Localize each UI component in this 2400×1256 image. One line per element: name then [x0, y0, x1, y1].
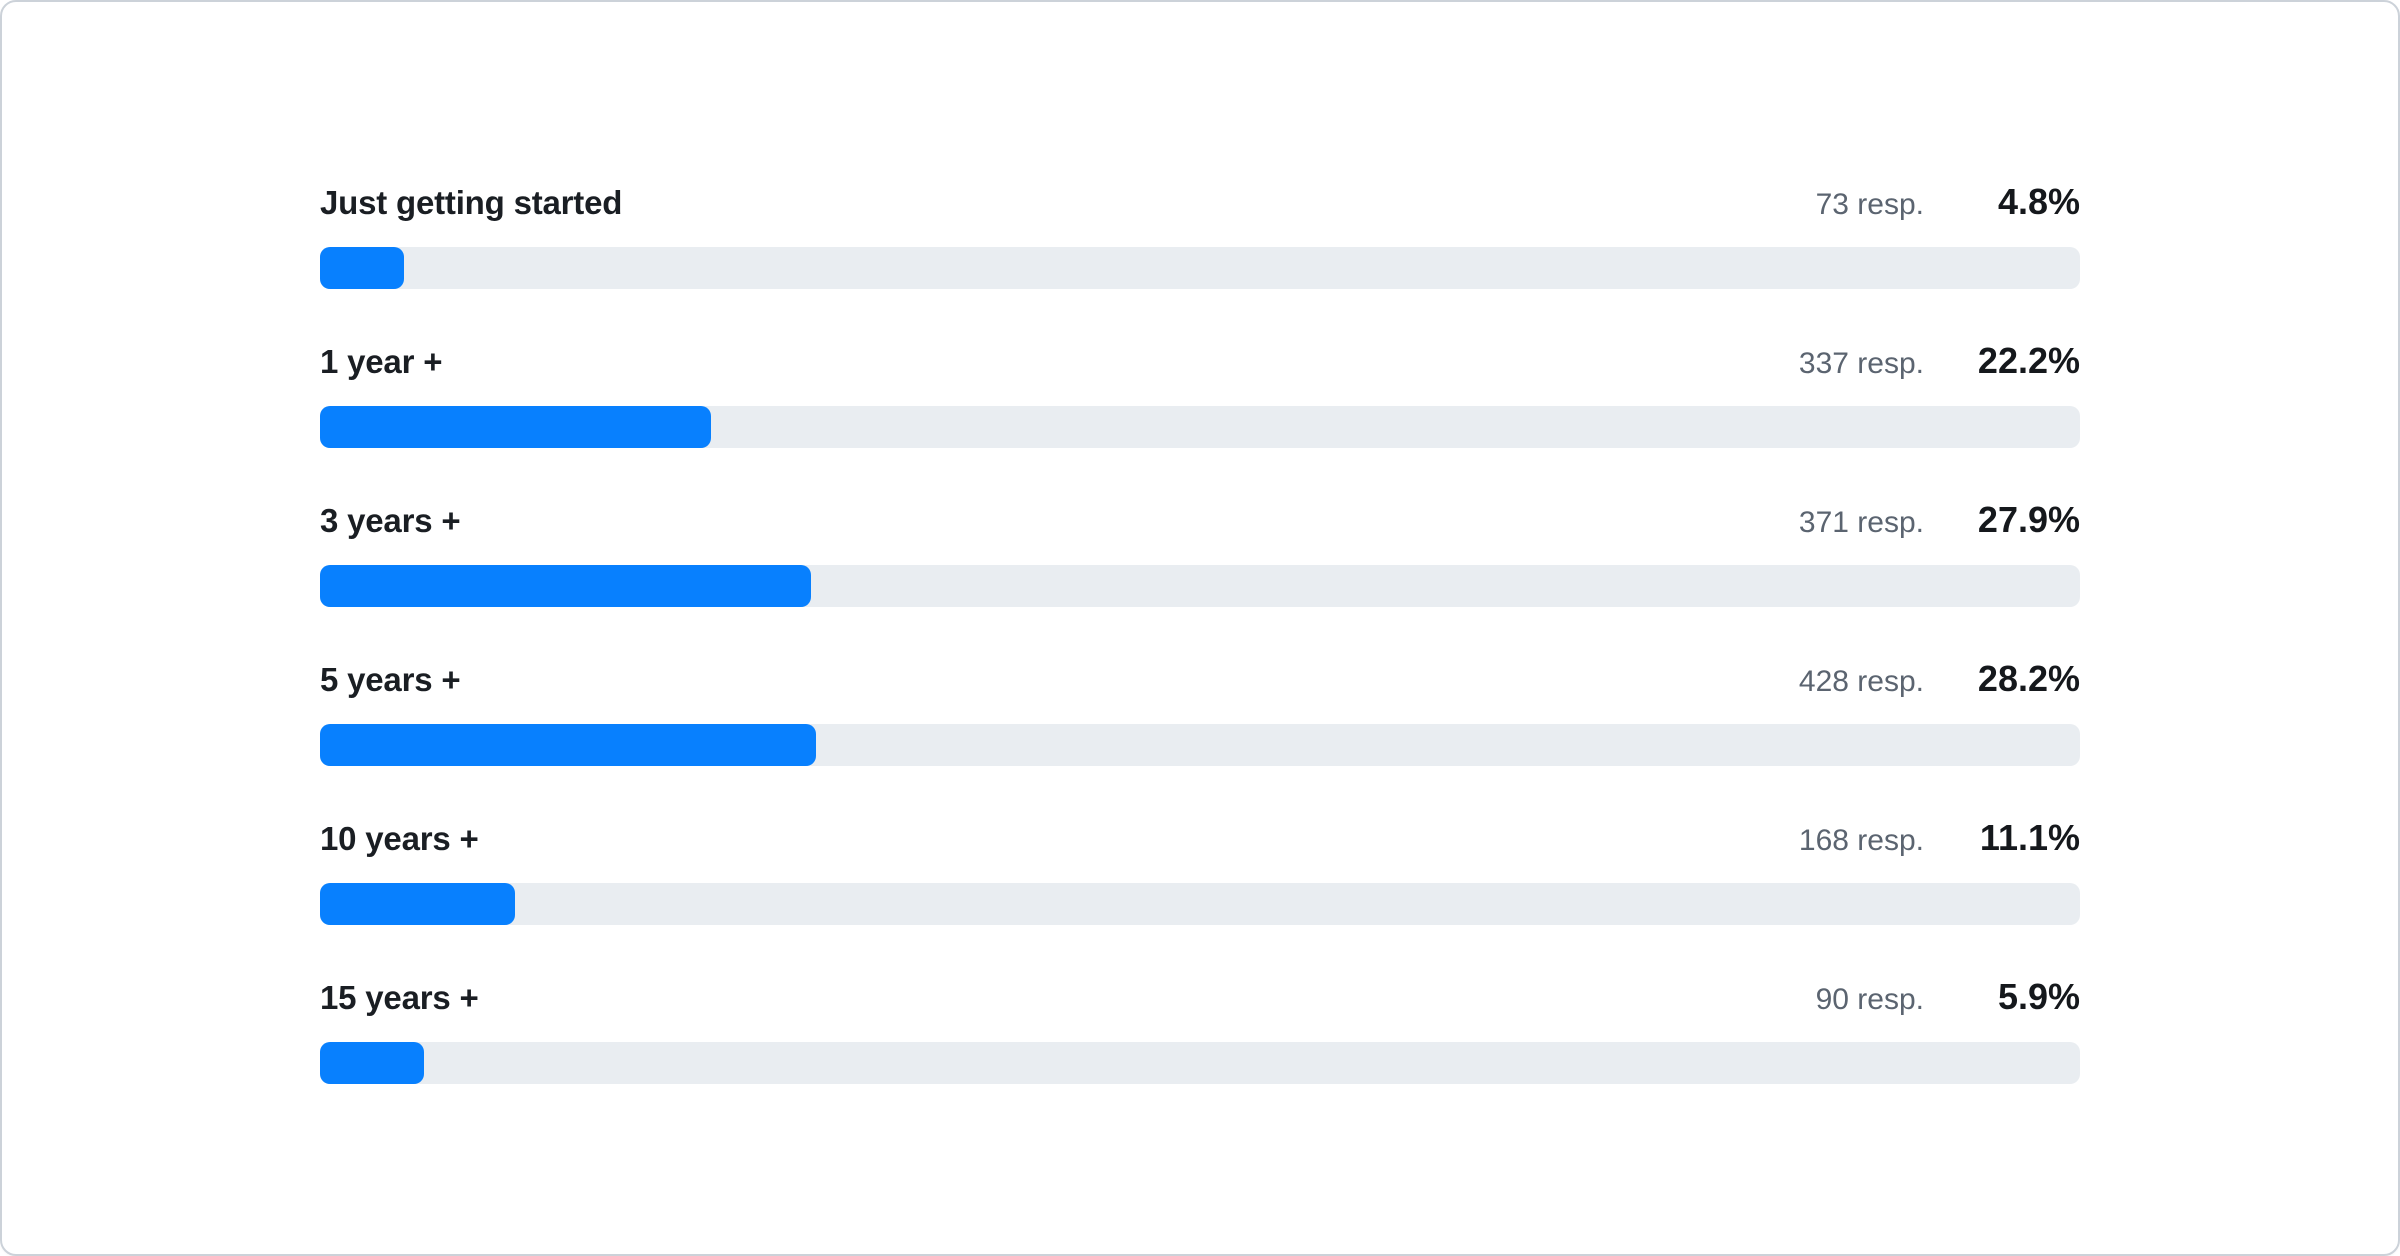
bar-track — [320, 247, 2080, 289]
bar-track — [320, 1042, 2080, 1084]
bar-track — [320, 565, 2080, 607]
survey-row: 1 year + 337 resp. 22.2% — [320, 339, 2080, 448]
bar-fill — [320, 565, 812, 607]
survey-row: 5 years + 428 resp. 28.2% — [320, 657, 2080, 766]
bar-fill — [320, 247, 405, 289]
row-header: 10 years + 168 resp. 11.1% — [320, 816, 2080, 863]
answer-label: 1 year + — [320, 343, 443, 380]
answer-label: 10 years + — [320, 820, 479, 857]
response-count: 371 resp. — [1798, 506, 1924, 539]
percent-value: 4.8% — [1997, 181, 2080, 222]
bar-track — [320, 724, 2080, 766]
survey-results-list: Just getting started 73 resp. 4.8% 1 yea… — [2, 2, 2398, 1084]
response-count: 73 resp. — [1815, 188, 1924, 221]
answer-label: Just getting started — [320, 184, 623, 221]
survey-row: 10 years + 168 resp. 11.1% — [320, 816, 2080, 925]
response-count: 168 resp. — [1798, 824, 1924, 857]
answer-label: 5 years + — [320, 661, 461, 698]
survey-row: 15 years + 90 resp. 5.9% — [320, 975, 2080, 1084]
row-header: 3 years + 371 resp. 27.9% — [320, 498, 2080, 545]
bar-fill — [320, 406, 711, 448]
row-header: 5 years + 428 resp. 28.2% — [320, 657, 2080, 704]
row-header: 1 year + 337 resp. 22.2% — [320, 339, 2080, 386]
answer-label: 3 years + — [320, 502, 461, 539]
percent-value: 28.2% — [1977, 658, 2080, 699]
bar-fill — [320, 883, 516, 925]
survey-row: Just getting started 73 resp. 4.8% — [320, 180, 2080, 289]
row-header: 15 years + 90 resp. 5.9% — [320, 975, 2080, 1022]
percent-value: 11.1% — [1979, 817, 2080, 858]
percent-value: 27.9% — [1977, 499, 2080, 540]
bar-track — [320, 406, 2080, 448]
bar-fill — [320, 724, 817, 766]
response-count: 90 resp. — [1815, 983, 1924, 1016]
row-header: Just getting started 73 resp. 4.8% — [320, 180, 2080, 227]
survey-row: 3 years + 371 resp. 27.9% — [320, 498, 2080, 607]
percent-value: 22.2% — [1977, 340, 2080, 381]
response-count: 337 resp. — [1798, 347, 1924, 380]
bar-track — [320, 883, 2080, 925]
answer-label: 15 years + — [320, 979, 479, 1016]
response-count: 428 resp. — [1798, 665, 1924, 698]
bar-fill — [320, 1042, 424, 1084]
percent-value: 5.9% — [1997, 976, 2080, 1017]
